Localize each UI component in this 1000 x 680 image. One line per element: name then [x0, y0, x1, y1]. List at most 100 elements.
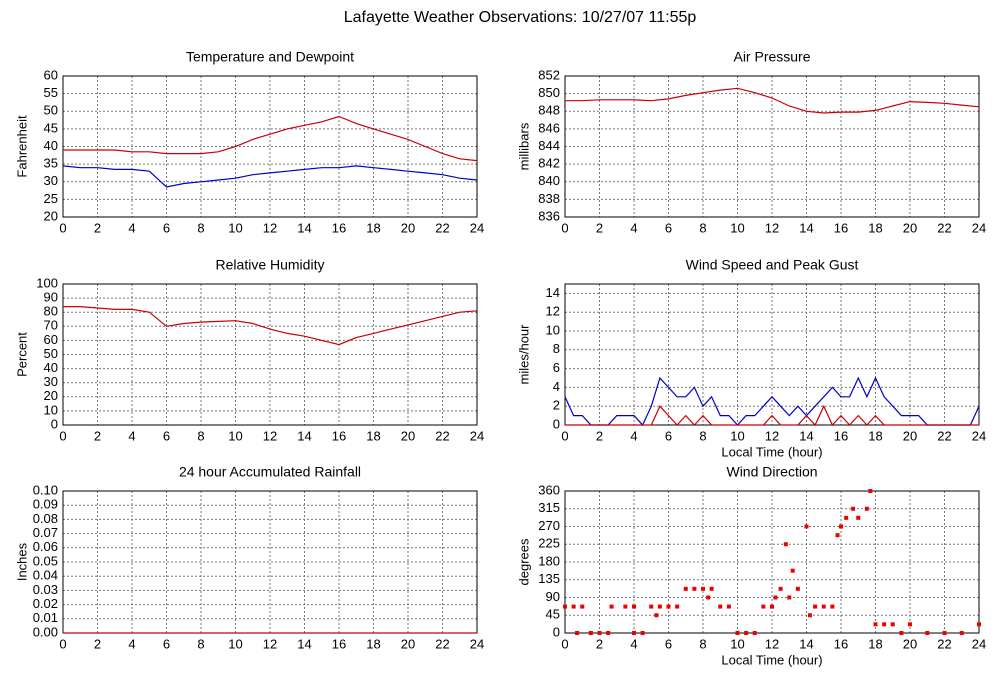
data-point: [575, 631, 580, 635]
data-point: [813, 604, 818, 609]
x-tick-label: 2: [596, 428, 603, 443]
y-tick-label: 0: [553, 416, 560, 431]
x-tick-label: 18: [868, 428, 882, 443]
y-axis-label: degrees: [516, 538, 531, 585]
data-point: [654, 613, 659, 618]
data-point: [609, 604, 614, 609]
x-tick-label: 22: [435, 428, 449, 443]
x-tick-label: 16: [834, 428, 848, 443]
x-tick-label: 16: [332, 220, 346, 235]
x-tick-label: 10: [730, 220, 744, 235]
y-tick-label: 12: [546, 304, 560, 319]
y-tick-label: 0: [553, 624, 560, 639]
y-tick-label: 45: [546, 607, 560, 622]
data-point: [571, 604, 576, 609]
x-tick-label: 12: [263, 220, 277, 235]
x-tick-label: 18: [366, 636, 380, 651]
x-tick-label: 24: [470, 636, 484, 651]
y-tick-label: 270: [538, 518, 560, 533]
x-tick-label: 22: [435, 636, 449, 651]
y-tick-label: 10: [44, 402, 58, 417]
x-tick-label: 0: [59, 220, 66, 235]
x-tick-label: 12: [263, 428, 277, 443]
x-tick-label: 20: [401, 428, 415, 443]
data-point: [821, 604, 826, 609]
data-line: [62, 165, 478, 188]
data-point: [959, 631, 964, 635]
data-line: [63, 115, 478, 162]
x-tick-label: 14: [297, 428, 311, 443]
chart-title: Air Pressure: [733, 49, 810, 65]
y-tick-label: 6: [553, 360, 560, 375]
y-tick-label: 70: [44, 318, 58, 333]
x-tick-label: 14: [799, 428, 813, 443]
x-tick-label: 4: [630, 428, 637, 443]
x-tick-label: 12: [765, 428, 779, 443]
x-tick-label: 18: [868, 636, 882, 651]
x-tick-label: 18: [366, 428, 380, 443]
data-line: [565, 87, 980, 114]
plot-frame: [62, 283, 478, 426]
data-point: [761, 604, 766, 609]
data-line: [564, 376, 980, 427]
x-tick-label: 20: [401, 220, 415, 235]
x-tick-label: 24: [972, 220, 986, 235]
data-point: [790, 568, 795, 573]
data-point: [649, 604, 654, 609]
data-point: [778, 586, 783, 591]
data-point: [864, 506, 869, 511]
x-tick-label: 10: [730, 636, 744, 651]
data-point: [770, 604, 774, 609]
x-tick-label: 14: [297, 636, 311, 651]
x-tick-label: 20: [903, 636, 917, 651]
x-tick-label: 10: [228, 220, 242, 235]
chart-title: Relative Humidity: [216, 257, 325, 273]
data-point: [580, 604, 585, 609]
y-tick-label: 2: [553, 398, 560, 413]
x-tick-label: 6: [163, 220, 170, 235]
data-point: [787, 595, 792, 600]
y-tick-label: 0.05: [33, 553, 58, 568]
y-tick-label: 0.00: [33, 624, 58, 639]
data-point: [795, 586, 800, 591]
x-tick-label: 0: [59, 428, 66, 443]
data-point: [718, 604, 723, 609]
y-tick-label: 80: [44, 304, 58, 319]
x-tick-label: 8: [699, 428, 706, 443]
x-tick-label: 0: [561, 636, 568, 651]
x-tick-label: 2: [94, 220, 101, 235]
x-tick-label: 24: [972, 428, 986, 443]
page-title: Lafayette Weather Observations: 10/27/07…: [344, 9, 697, 26]
data-point: [844, 515, 849, 520]
x-axis-label: Local Time (hour): [721, 652, 822, 667]
y-tick-label: 20: [44, 208, 58, 223]
x-tick-label: 4: [128, 636, 135, 651]
data-point: [563, 604, 567, 609]
data-point: [735, 631, 740, 635]
x-tick-label: 6: [163, 636, 170, 651]
y-tick-label: 0.06: [33, 539, 58, 554]
x-tick-label: 6: [163, 428, 170, 443]
x-tick-label: 2: [94, 636, 101, 651]
x-axis-label: Local Time (hour): [721, 444, 822, 459]
x-tick-label: 22: [937, 636, 951, 651]
y-tick-label: 60: [44, 332, 58, 347]
data-point: [588, 631, 593, 635]
x-tick-label: 12: [765, 636, 779, 651]
x-tick-label: 24: [972, 636, 986, 651]
x-tick-label: 8: [197, 428, 204, 443]
data-point: [835, 533, 840, 538]
data-point: [706, 595, 711, 600]
x-tick-label: 8: [699, 636, 706, 651]
x-tick-label: 22: [937, 428, 951, 443]
data-point: [882, 622, 887, 627]
y-tick-label: 0.03: [33, 582, 58, 597]
x-tick-label: 0: [59, 636, 66, 651]
y-tick-label: 850: [538, 85, 560, 100]
x-tick-label: 8: [699, 220, 706, 235]
x-tick-label: 2: [596, 220, 603, 235]
y-tick-label: 0.09: [33, 497, 58, 512]
y-tick-label: 40: [44, 360, 58, 375]
data-point: [851, 506, 856, 511]
y-tick-label: 10: [546, 322, 560, 337]
